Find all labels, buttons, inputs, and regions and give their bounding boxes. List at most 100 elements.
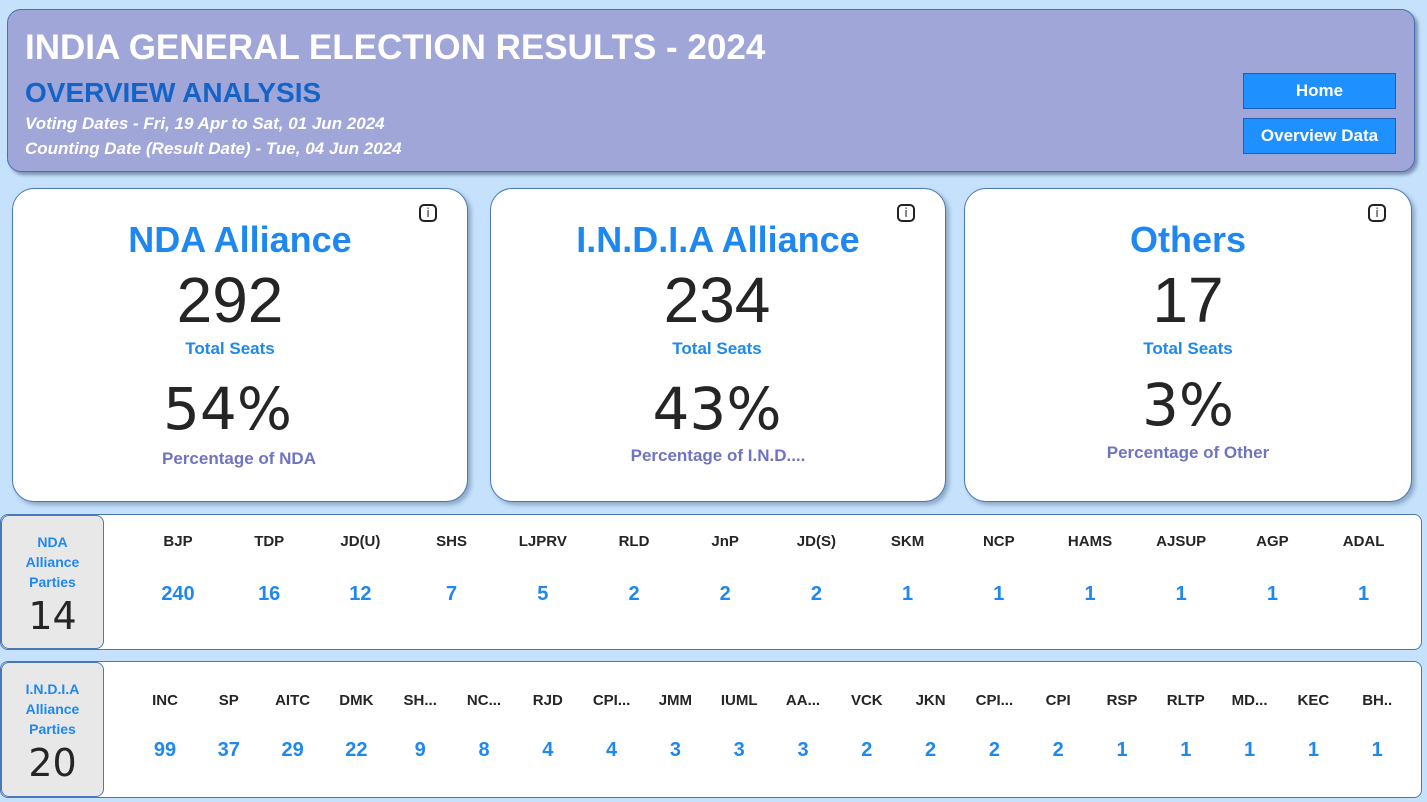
party-seats: 1	[1116, 739, 1128, 761]
party-seats: 4	[542, 739, 554, 761]
party-seats: 8	[478, 739, 490, 761]
total-seats-value: 292	[176, 264, 284, 336]
party-seats: 2	[988, 739, 1000, 761]
party-name: BJP	[163, 533, 193, 550]
india-parties-label-box: I.N.D.I.A Alliance Parties 20	[1, 662, 104, 797]
party-seats: 16	[258, 583, 281, 605]
nda-parties-row: NDA Alliance Parties 14 BJP 240 TDP 16 JD(U)…	[0, 514, 1422, 650]
page-subtitle: OVERVIEW ANALYSIS	[25, 77, 322, 108]
party-name: CPI...	[592, 692, 631, 709]
nda-alliance-card: i NDA Alliance 292 Total Seats 54% Perce…	[12, 188, 468, 502]
total-seats-label: Total Seats	[1143, 339, 1233, 358]
party-name: RLTP	[1166, 692, 1205, 709]
party-name: JD(U)	[340, 533, 381, 550]
row-label-line: I.N.D.I.A	[25, 681, 80, 697]
party-seats: 1	[1371, 739, 1383, 761]
india-parties-row: I.N.D.I.A Alliance Parties 20 INC 99 SP 37 A…	[0, 661, 1422, 798]
party-seats: 2	[628, 583, 640, 605]
overview-data-button[interactable]: Overview Data	[1243, 118, 1396, 154]
party-seats: 9	[414, 739, 426, 761]
party-name: RLD	[618, 533, 650, 550]
party-name: JMM	[658, 692, 693, 709]
party-seats: 12	[349, 583, 372, 605]
party-name: IUML	[720, 692, 758, 709]
card-title: I.N.D.I.A Alliance	[576, 219, 860, 260]
party-seats: 99	[153, 739, 177, 761]
party-name: RJD	[532, 692, 563, 709]
party-name: SKM	[890, 533, 925, 550]
percentage-value: 43%	[652, 375, 782, 443]
party-seats: 1	[902, 583, 914, 605]
party-name: RSP	[1106, 692, 1138, 709]
party-seats: 29	[281, 739, 304, 761]
party-seats: 240	[161, 583, 195, 605]
total-seats-value: 234	[663, 264, 771, 336]
party-seats: 4	[606, 739, 618, 761]
party-name: BH..	[1362, 692, 1393, 709]
party-seats: 22	[345, 739, 368, 761]
party-name: DMK	[339, 692, 374, 709]
party-seats: 1	[1266, 583, 1278, 605]
party-seats: 1	[1175, 583, 1187, 605]
percentage-value: 54%	[163, 375, 292, 443]
percentage-label: Percentage of Other	[1106, 443, 1270, 462]
party-seats: 2	[719, 583, 731, 605]
party-seats: 2	[861, 739, 873, 761]
info-icon[interactable]: i	[1368, 204, 1386, 222]
info-icon[interactable]: i	[419, 204, 437, 222]
card-title: Others	[1129, 219, 1247, 260]
party-count: 14	[28, 594, 77, 638]
party-seats: 1	[1358, 583, 1370, 605]
party-name: CPI...	[975, 692, 1014, 709]
party-seats: 2	[1052, 739, 1064, 761]
india-alliance-card: i I.N.D.I.A Alliance 234 Total Seats 43%…	[490, 188, 946, 502]
party-name: SH...	[403, 692, 437, 709]
party-seats: 1	[1084, 583, 1096, 605]
total-seats-value: 17	[1152, 264, 1224, 336]
card-title: NDA Alliance	[128, 219, 352, 260]
party-name: AGP	[1256, 533, 1289, 550]
party-name: LJPRV	[518, 533, 567, 550]
percentage-value: 3%	[1141, 371, 1234, 439]
row-label-line: Parties	[29, 574, 76, 590]
party-name: MD...	[1231, 692, 1268, 709]
party-name: INC	[152, 692, 178, 709]
others-card: i Others 17 Total Seats 3% Percentage of…	[964, 188, 1412, 502]
party-seats: 3	[733, 739, 745, 761]
row-label-line: NDA	[37, 534, 68, 550]
party-seats: 7	[446, 583, 458, 605]
percentage-label: Percentage of NDA	[162, 449, 316, 468]
row-label-line: Alliance	[25, 554, 80, 570]
percentage-label: Percentage of I.N.D....	[630, 446, 806, 465]
counting-date: Counting Date (Result Date) - Tue, 04 Ju…	[25, 139, 402, 158]
party-name: SHS	[436, 533, 468, 550]
party-name: VCK	[850, 692, 883, 709]
party-name: JD(S)	[796, 533, 836, 550]
home-button[interactable]: Home	[1243, 73, 1396, 109]
party-name: AJSUP	[1156, 533, 1207, 550]
total-seats-label: Total Seats	[185, 339, 275, 358]
party-seats: 1	[1244, 739, 1256, 761]
party-name: JnP	[711, 533, 739, 550]
info-icon[interactable]: i	[897, 204, 915, 222]
party-seats: 3	[669, 739, 681, 761]
party-name: AITC	[275, 692, 311, 709]
row-label-line: Alliance	[25, 701, 80, 717]
party-name: AA...	[785, 692, 821, 709]
party-seats: 2	[925, 739, 937, 761]
party-seats: 1	[1307, 739, 1319, 761]
party-name: ADAL	[1342, 533, 1385, 550]
party-count: 20	[28, 741, 77, 785]
party-name: KEC	[1297, 692, 1330, 709]
party-seats: 3	[797, 739, 809, 761]
party-seats: 1	[993, 583, 1005, 605]
party-name: SP	[218, 692, 239, 709]
party-name: HAMS	[1067, 533, 1113, 550]
page-title: INDIA GENERAL ELECTION RESULTS - 2024	[25, 28, 766, 67]
party-name: CPI	[1045, 692, 1071, 709]
voting-dates: Voting Dates - Fri, 19 Apr to Sat, 01 Ju…	[25, 114, 385, 133]
party-name: TDP	[254, 533, 285, 550]
party-name: NCP	[982, 533, 1015, 550]
total-seats-label: Total Seats	[672, 339, 762, 358]
party-name: NC...	[466, 692, 502, 709]
